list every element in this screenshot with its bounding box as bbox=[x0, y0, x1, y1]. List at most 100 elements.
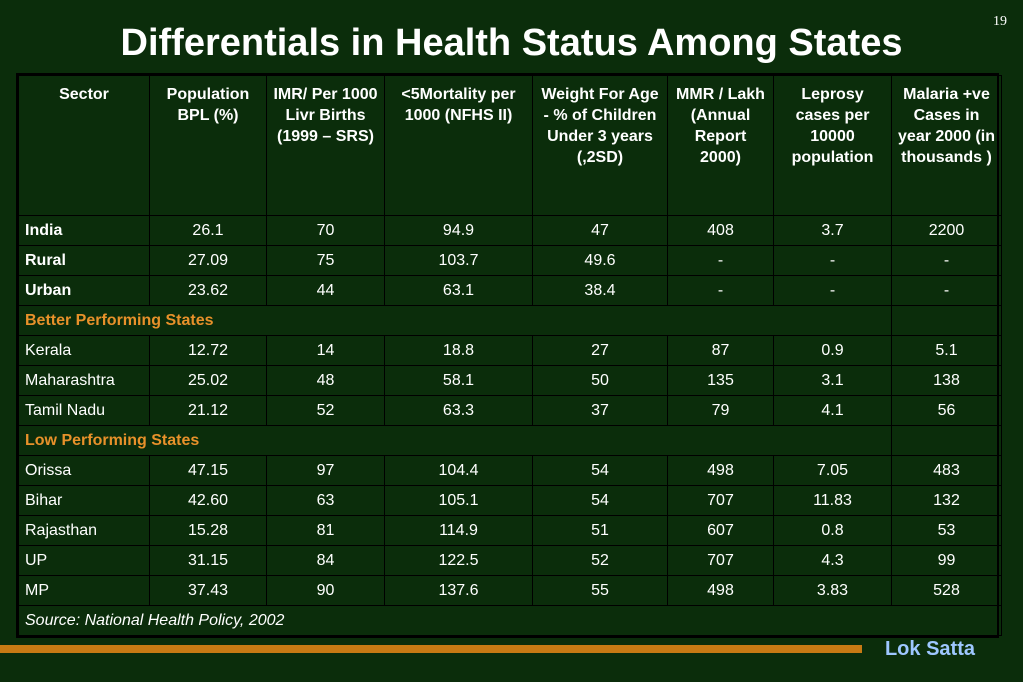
value-cell: 42.60 bbox=[149, 485, 267, 516]
table-row: Bihar 42.60 63 105.1 54 707 11.83 132 bbox=[18, 485, 1002, 516]
value-cell: 105.1 bbox=[384, 485, 533, 516]
slide-number: 19 bbox=[993, 14, 1007, 29]
value-cell: 84 bbox=[266, 545, 385, 576]
value-cell: 47.15 bbox=[149, 455, 267, 486]
value-cell: 18.8 bbox=[384, 335, 533, 366]
value-cell: 38.4 bbox=[532, 275, 668, 306]
table-row: Tamil Nadu 21.12 52 63.3 37 79 4.1 56 bbox=[18, 395, 1002, 426]
row-label-cell: Maharashtra bbox=[18, 365, 150, 396]
value-cell: 37.43 bbox=[149, 575, 267, 606]
empty-cell bbox=[891, 305, 1002, 336]
value-cell: 0.9 bbox=[773, 335, 892, 366]
value-cell: 47 bbox=[532, 215, 668, 246]
value-cell: 87 bbox=[667, 335, 774, 366]
value-cell: 2200 bbox=[891, 215, 1002, 246]
header-cell: Leprosy cases per 10000 population bbox=[773, 75, 892, 216]
value-cell: 37 bbox=[532, 395, 668, 426]
value-cell: 52 bbox=[532, 545, 668, 576]
header-cell: MMR / Lakh (Annual Report 2000) bbox=[667, 75, 774, 216]
value-cell: 56 bbox=[891, 395, 1002, 426]
value-cell: 55 bbox=[532, 575, 668, 606]
table-row: Rural 27.09 75 103.7 49.6- - - bbox=[18, 245, 1002, 276]
value-cell: 498 bbox=[667, 455, 774, 486]
source-note: Source: National Health Policy, 2002 bbox=[18, 605, 1002, 636]
value-cell: 50 bbox=[532, 365, 668, 396]
value-cell: 707 bbox=[667, 545, 774, 576]
value-cell: 21.12 bbox=[149, 395, 267, 426]
value-cell: 132 bbox=[891, 485, 1002, 516]
value-cell: 408 bbox=[667, 215, 774, 246]
header-cell: Weight For Age - % of Children Under 3 y… bbox=[532, 75, 668, 216]
value-cell: 27 bbox=[532, 335, 668, 366]
value-cell: 707 bbox=[667, 485, 774, 516]
value-cell: 75 bbox=[266, 245, 385, 276]
value-cell: 138 bbox=[891, 365, 1002, 396]
better-states-header-row: Better Performing States bbox=[18, 305, 1002, 336]
row-label-cell: India bbox=[18, 215, 150, 246]
value-cell: 103.7 bbox=[384, 245, 533, 276]
value-cell: 94.9 bbox=[384, 215, 533, 246]
value-cell: - bbox=[667, 275, 774, 306]
value-cell: 81 bbox=[266, 515, 385, 546]
value-cell: 51 bbox=[532, 515, 668, 546]
header-cell: Malaria +ve Cases in year 2000 (in thous… bbox=[891, 75, 1002, 216]
row-label-cell: UP bbox=[18, 545, 150, 576]
value-cell: 11.83 bbox=[773, 485, 892, 516]
section-label: Better Performing States bbox=[18, 305, 892, 336]
value-cell: 4.1 bbox=[773, 395, 892, 426]
value-cell: 498 bbox=[667, 575, 774, 606]
header-cell: <5Mortality per 1000 (NFHS II) bbox=[384, 75, 533, 216]
value-cell: 70 bbox=[266, 215, 385, 246]
page-title: Differentials in Health Status Among Sta… bbox=[120, 22, 903, 64]
low-states-header-row: Low Performing States bbox=[18, 425, 1002, 456]
value-cell: 15.28 bbox=[149, 515, 267, 546]
health-table-container: Sector Population BPL (%) IMR/ Per 1000 … bbox=[16, 73, 1002, 638]
value-cell: 49.6 bbox=[532, 245, 668, 276]
value-cell: 3.83 bbox=[773, 575, 892, 606]
table-row: India 26.1 70 94.9 47 408 3.7 2200 bbox=[18, 215, 1002, 246]
value-cell: 97 bbox=[266, 455, 385, 486]
value-cell: 44 bbox=[266, 275, 385, 306]
value-cell: 26.1 bbox=[149, 215, 267, 246]
table-row: Rajasthan 15.28 81 114.9 51 607 0.8 53 bbox=[18, 515, 1002, 546]
header-cell: Population BPL (%) bbox=[149, 75, 267, 216]
value-cell: 3.7 bbox=[773, 215, 892, 246]
table-row: Maharashtra 25.02 48 58.1 50 135 3.1 138 bbox=[18, 365, 1002, 396]
value-cell: 122.5 bbox=[384, 545, 533, 576]
row-label-cell: Urban bbox=[18, 275, 150, 306]
value-cell: 63.3 bbox=[384, 395, 533, 426]
row-label-cell: Kerala bbox=[18, 335, 150, 366]
value-cell: 99 bbox=[891, 545, 1002, 576]
value-cell: 79 bbox=[667, 395, 774, 426]
table-row: Urban 23.62 44 63.1 38.4- - - bbox=[18, 275, 1002, 306]
row-label-cell: Bihar bbox=[18, 485, 150, 516]
row-label-cell: Orissa bbox=[18, 455, 150, 486]
value-cell: 90 bbox=[266, 575, 385, 606]
header-cell: Sector bbox=[18, 75, 150, 216]
value-cell: 12.72 bbox=[149, 335, 267, 366]
value-cell: 63 bbox=[266, 485, 385, 516]
table-row: MP 37.43 90 137.6 55 498 3.83 528 bbox=[18, 575, 1002, 606]
table-row: UP 31.15 84 122.5 52 707 4.3 99 bbox=[18, 545, 1002, 576]
value-cell: - bbox=[773, 245, 892, 276]
value-cell: 3.1 bbox=[773, 365, 892, 396]
value-cell: 607 bbox=[667, 515, 774, 546]
value-cell: 0.8 bbox=[773, 515, 892, 546]
value-cell: 7.05 bbox=[773, 455, 892, 486]
value-cell: 54 bbox=[532, 485, 668, 516]
value-cell: 48 bbox=[266, 365, 385, 396]
source-row: Source: National Health Policy, 2002 bbox=[18, 605, 1002, 636]
table-row: Kerala 12.72 14 18.8 27 87 0.9 5.1 bbox=[18, 335, 1002, 366]
row-label-cell: Tamil Nadu bbox=[18, 395, 150, 426]
value-cell: - bbox=[773, 275, 892, 306]
value-cell: 63.1 bbox=[384, 275, 533, 306]
value-cell: 52 bbox=[266, 395, 385, 426]
health-status-table: Sector Population BPL (%) IMR/ Per 1000 … bbox=[18, 75, 1002, 636]
value-cell: 5.1 bbox=[891, 335, 1002, 366]
value-cell: 528 bbox=[891, 575, 1002, 606]
footer-bar bbox=[0, 645, 862, 653]
value-cell: 54 bbox=[532, 455, 668, 486]
empty-cell bbox=[891, 425, 1002, 456]
value-cell: - bbox=[891, 245, 1002, 276]
value-cell: 31.15 bbox=[149, 545, 267, 576]
